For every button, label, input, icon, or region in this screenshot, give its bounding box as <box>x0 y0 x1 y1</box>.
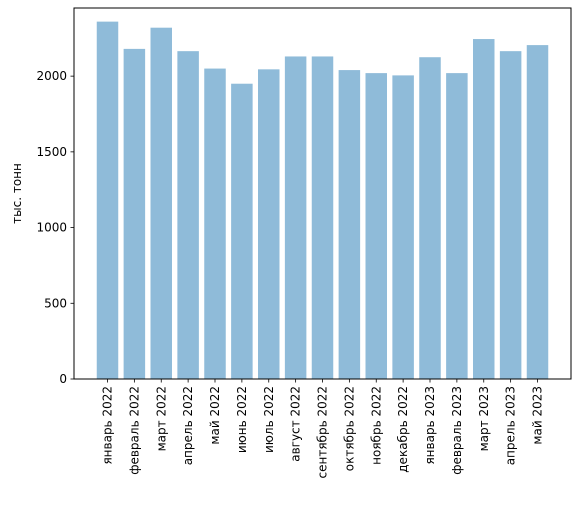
x-axis: январь 2022 февраль 2022 март 2022 апрель 2… <box>101 379 545 478</box>
x-tick-label: март 2023 <box>477 386 491 451</box>
x-tick-label: июнь 2022 <box>235 386 249 453</box>
x-tick-label: сентябрь 2022 <box>316 386 330 478</box>
bar <box>526 45 549 379</box>
y-tick-label: 500 <box>44 296 67 310</box>
x-tick-label: ноябрь 2022 <box>369 386 383 465</box>
x-tick-label: май 2023 <box>531 386 545 445</box>
y-tick-label: 2000 <box>36 69 67 83</box>
x-tick-label: февраль 2022 <box>127 386 141 475</box>
x-tick-label: январь 2022 <box>101 386 115 465</box>
x-tick-label: февраль 2023 <box>450 386 464 475</box>
y-tick-label: 0 <box>59 372 67 386</box>
bar <box>392 75 414 379</box>
bars-group <box>96 21 549 380</box>
bar <box>499 51 522 380</box>
bar <box>150 27 172 379</box>
bar <box>204 68 226 380</box>
x-tick-label: апрель 2023 <box>504 386 518 465</box>
y-axis-label: тыс. тонн <box>10 163 24 224</box>
bar <box>284 56 307 379</box>
x-tick-label: апрель 2022 <box>181 386 195 465</box>
y-tick-label: 1500 <box>36 145 67 159</box>
x-tick-label: декабрь 2022 <box>396 386 410 473</box>
x-tick-label: март 2022 <box>154 386 168 451</box>
x-tick-label: октябрь 2022 <box>342 386 356 471</box>
bar <box>419 57 441 379</box>
bar <box>96 21 119 379</box>
bar <box>177 51 199 380</box>
x-tick-label: июль 2022 <box>262 386 276 453</box>
bar <box>311 56 334 379</box>
bar <box>338 70 361 379</box>
plot-frame <box>73 7 572 380</box>
bar <box>473 39 495 380</box>
y-axis: 0 500 1000 1500 2000 <box>36 69 74 386</box>
x-tick-label: май 2022 <box>208 386 222 445</box>
x-tick-label: январь 2023 <box>423 386 437 465</box>
bar <box>446 73 468 379</box>
bar <box>258 69 280 379</box>
bar <box>365 73 387 379</box>
bar <box>231 83 253 379</box>
bar <box>123 48 146 380</box>
x-tick-label: август 2022 <box>289 386 303 462</box>
y-tick-label: 1000 <box>36 221 67 235</box>
